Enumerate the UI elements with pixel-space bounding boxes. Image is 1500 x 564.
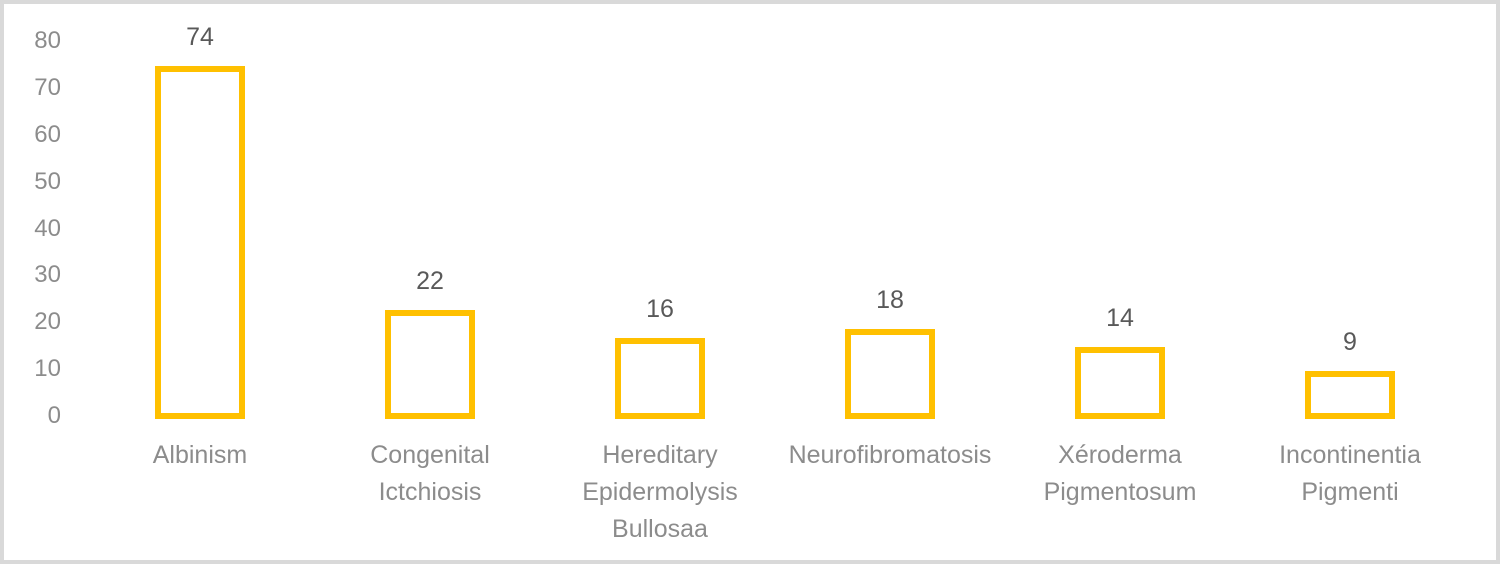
- y-axis-tick-label: 30: [34, 261, 61, 289]
- category-label-line: Bullosaa: [612, 515, 708, 543]
- data-label-albinism: 74: [186, 23, 214, 52]
- category-label-incontinentia-pigmenti: Incontinentia Pigmenti: [1220, 437, 1480, 511]
- category-label-albinism: Albinism: [70, 437, 330, 474]
- data-label-xeroderma-pigmentosum: 14: [1106, 304, 1134, 333]
- category-label-congenital-ictchiosis: Congenital Ictchiosis: [300, 437, 560, 511]
- y-axis-tick-label: 0: [47, 402, 61, 429]
- category-label-line: Xéroderma: [1058, 441, 1182, 469]
- category-label-line: Epidermolysis: [582, 478, 738, 506]
- bar-xeroderma-pigmentosum[interactable]: [1075, 347, 1165, 419]
- y-axis-tick-label: 80: [34, 27, 61, 54]
- category-label-line: Pigmenti: [1301, 478, 1399, 506]
- category-label-line: Hereditary: [602, 441, 718, 469]
- bar-chart-plot-area[interactable]: 0 10 20 30 40 50 60 70 80 74 Albinism 22 Congenital I…: [4, 4, 1496, 560]
- y-axis-tick-label: 50: [34, 167, 61, 195]
- bar-congenital-ictchiosis[interactable]: [385, 309, 475, 419]
- category-label-line: Albinism: [152, 441, 248, 469]
- data-label-neurofibromatosis: 18: [876, 285, 904, 314]
- category-label-line: Neurofibromatosis: [788, 441, 992, 469]
- bar-albinism[interactable]: [155, 66, 245, 419]
- category-label-line: Incontinentia: [1279, 441, 1421, 469]
- category-label-line: Pigmentosum: [1043, 478, 1197, 506]
- bar-hereditary-epidermolysis-bullosaa[interactable]: [615, 338, 705, 419]
- category-label-neurofibromatosis: Neurofibromatosis: [760, 437, 1020, 474]
- category-label-line: Congenital: [370, 441, 490, 469]
- y-axis-tick-label: 20: [34, 308, 61, 336]
- y-axis-tick-label: 60: [34, 120, 61, 148]
- category-label-line: Ictchiosis: [378, 478, 482, 506]
- y-axis-tick-label: 40: [34, 214, 61, 242]
- data-label-incontinentia-pigmenti: 9: [1343, 327, 1357, 356]
- data-label-hereditary-epidermolysis-bullosaa: 16: [646, 295, 674, 323]
- bar-neurofibromatosis[interactable]: [845, 328, 935, 419]
- bar-incontinentia-pigmenti[interactable]: [1305, 370, 1395, 419]
- category-label-hereditary-epidermolysis-bullosaa: Hereditary Epidermolysis Bullosaa: [530, 437, 790, 548]
- category-label-xeroderma-pigmentosum: Xéroderma Pigmentosum: [990, 437, 1250, 511]
- y-axis-tick-label: 10: [34, 355, 61, 383]
- y-axis-tick-label: 70: [34, 73, 61, 101]
- data-label-congenital-ictchiosis: 22: [416, 266, 444, 295]
